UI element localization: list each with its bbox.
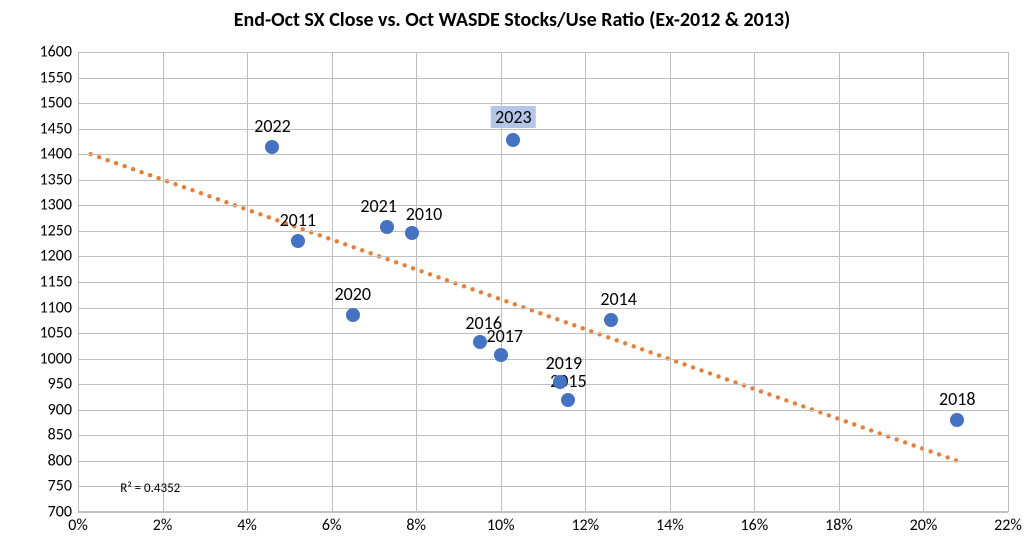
y-tick-label: 1150 [40,273,72,292]
y-tick-label: 750 [48,477,72,496]
x-tick-label: 16% [741,516,769,535]
gridline-horizontal [78,333,1008,334]
x-tick-label: 10% [487,516,515,535]
gridline-horizontal [78,384,1008,385]
gridline-vertical [247,52,248,512]
data-point [380,220,394,234]
gridline-vertical [754,52,755,512]
gridline-horizontal [78,282,1008,283]
y-tick-label: 1600 [40,43,72,62]
gridline-vertical [332,52,333,512]
gridline-horizontal [78,154,1008,155]
y-tick-label: 1450 [40,119,72,138]
gridline-horizontal [78,231,1008,232]
data-point [265,140,279,154]
data-point-label: 2020 [335,283,372,305]
y-tick-label: 1400 [40,145,72,164]
data-point [346,308,360,322]
data-point [561,393,575,407]
gridline-horizontal [78,410,1008,411]
y-tick-label: 900 [48,400,72,419]
y-tick-label: 1500 [40,94,72,113]
gridline-horizontal [78,308,1008,309]
data-point-label: 2010 [406,203,443,225]
gridline-horizontal [78,205,1008,206]
y-tick-label: 800 [48,451,72,470]
data-point-label: 2014 [600,288,637,310]
y-tick-label: 950 [48,375,72,394]
data-point [291,234,305,248]
data-point-label: 2017 [486,325,523,347]
data-point [604,313,618,327]
gridline-horizontal [78,103,1008,104]
gridline-vertical [670,52,671,512]
gridline-horizontal [78,359,1008,360]
data-point [506,133,520,147]
gridline-horizontal [78,180,1008,181]
gridline-vertical [923,52,924,512]
data-point-label: 2018 [939,388,976,410]
x-tick-label: 12% [571,516,599,535]
data-point-label: 2022 [254,115,291,137]
data-point [494,348,508,362]
data-point [553,375,567,389]
data-point-label: 2023 [491,106,536,128]
y-tick-label: 850 [48,426,72,445]
y-tick-label: 1100 [40,298,72,317]
x-tick-label: 8% [406,516,426,535]
plot-area: 7007508008509009501000105011001150120012… [78,52,1008,512]
gridline-horizontal [78,435,1008,436]
gridline-vertical [839,52,840,512]
y-tick-label: 1350 [40,170,72,189]
y-tick-label: 1550 [40,68,72,87]
x-tick-label: 22% [994,516,1022,535]
x-tick-label: 20% [910,516,938,535]
y-tick-label: 1200 [40,247,72,266]
x-tick-label: 14% [656,516,684,535]
y-tick-label: 1300 [40,196,72,215]
chart-title: End-Oct SX Close vs. Oct WASDE Stocks/Us… [0,8,1024,32]
data-point-label: 2021 [360,195,397,217]
x-tick-label: 6% [322,516,342,535]
x-tick-label: 4% [237,516,257,535]
x-tick-label: 18% [825,516,853,535]
data-point [473,335,487,349]
gridline-horizontal [78,52,1008,53]
gridline-vertical [163,52,164,512]
y-tick-label: 1250 [40,221,72,240]
gridline-horizontal [78,78,1008,79]
gridline-horizontal [78,256,1008,257]
gridline-horizontal [78,461,1008,462]
gridline-vertical [78,52,79,512]
data-point-label: 2011 [280,209,317,231]
y-tick-label: 1050 [40,324,72,343]
gridline-horizontal [78,129,1008,130]
r-squared-label: R² = 0.4352 [120,481,180,496]
data-point-label: 2019 [546,352,583,374]
x-tick-label: 0% [68,516,88,535]
y-tick-label: 1000 [40,349,72,368]
chart-container: End-Oct SX Close vs. Oct WASDE Stocks/Us… [0,0,1024,556]
gridline-horizontal [78,512,1008,513]
gridline-vertical [585,52,586,512]
gridline-vertical [416,52,417,512]
x-tick-label: 2% [153,516,173,535]
gridline-horizontal [78,486,1008,487]
gridline-vertical [1008,52,1009,512]
data-point [405,226,419,240]
data-point [950,413,964,427]
